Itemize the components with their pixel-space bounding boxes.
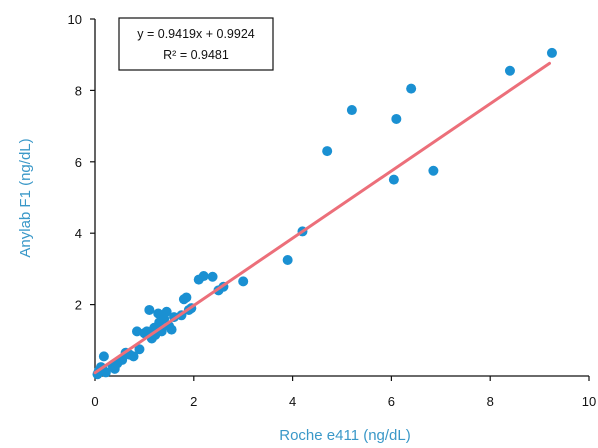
data-point <box>388 174 399 185</box>
data-point <box>406 83 417 94</box>
y-tick-label: 4 <box>75 226 82 241</box>
x-tick-label: 8 <box>487 394 494 409</box>
data-point <box>134 344 145 355</box>
data-point <box>128 351 139 362</box>
r-squared-label: R² = 0.9481 <box>163 48 229 62</box>
data-point <box>181 292 192 303</box>
data-point <box>141 326 152 337</box>
data-point <box>504 65 515 76</box>
data-point <box>98 351 109 362</box>
data-point <box>161 306 172 317</box>
x-axis-title: Roche e411 (ng/dL) <box>279 427 410 444</box>
x-tick-label: 2 <box>190 394 197 409</box>
y-tick-label: 8 <box>75 83 82 98</box>
data-point <box>144 304 155 315</box>
x-tick-label: 0 <box>91 394 98 409</box>
x-tick-label: 4 <box>289 394 296 409</box>
data-point <box>207 271 218 282</box>
tick-labels: 0 2 4 6 8 10 2 4 6 8 10 <box>68 12 597 409</box>
data-point <box>346 105 357 116</box>
axes <box>90 18 590 381</box>
data-point <box>166 324 177 335</box>
y-tick-label: 10 <box>68 12 82 27</box>
y-tick-label: 2 <box>75 298 82 313</box>
x-tick-label: 10 <box>582 394 596 409</box>
y-axis-title: Anylab F1 (ng/dL) <box>17 138 34 257</box>
data-point <box>100 367 111 378</box>
equation-box: y = 0.9419x + 0.9924 R² = 0.9481 <box>118 17 274 71</box>
data-point <box>391 113 402 124</box>
data-point <box>238 276 249 287</box>
data-point <box>322 146 333 157</box>
equation-box-frame <box>118 17 274 71</box>
data-point <box>546 47 557 58</box>
y-tick-label: 6 <box>75 155 82 170</box>
trendline-equation: y = 0.9419x + 0.9924 <box>137 27 255 41</box>
data-point <box>282 254 293 265</box>
trendline <box>93 61 551 375</box>
data-points <box>92 47 557 380</box>
data-point <box>198 271 209 282</box>
x-tick-label: 6 <box>388 394 395 409</box>
data-point <box>428 165 439 176</box>
